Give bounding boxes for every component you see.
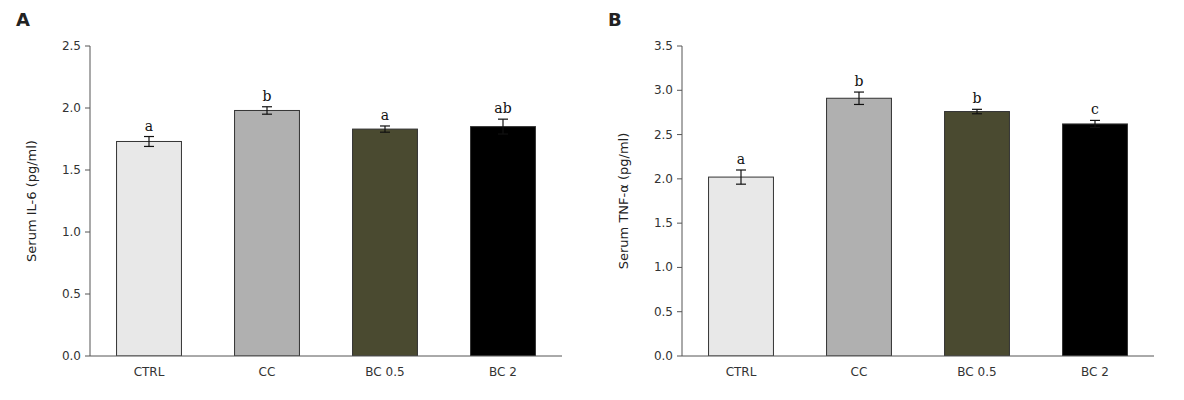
- y-tick: [85, 108, 90, 109]
- y-tick: [85, 170, 90, 171]
- error-bar: [144, 137, 154, 147]
- y-tick: [677, 267, 682, 268]
- y-axis-line: [90, 46, 91, 356]
- y-tick-label: 1.5: [654, 216, 673, 230]
- y-tick: [677, 223, 682, 224]
- x-tick-label: CTRL: [134, 365, 165, 379]
- error-bar: [972, 109, 982, 113]
- y-tick-label: 1.0: [62, 225, 81, 239]
- y-tick: [677, 46, 682, 47]
- bar: [1063, 124, 1128, 356]
- error-cap: [854, 91, 864, 92]
- x-axis-line: [90, 356, 562, 357]
- y-tick: [85, 46, 90, 47]
- error-line: [1094, 120, 1095, 127]
- error-cap: [380, 132, 390, 133]
- significance-label: a: [737, 151, 745, 167]
- panel: B 0.0 0.5 1.0 1.5 2.0 2.5 3.0 3.5 Serum TNF-α (pg…: [608, 9, 1154, 379]
- y-tick-label: 2.5: [654, 128, 673, 142]
- error-cap: [1090, 120, 1100, 121]
- error-cap: [380, 125, 390, 126]
- error-cap: [262, 106, 272, 107]
- bar: [709, 177, 774, 356]
- panel-label: A: [16, 9, 30, 30]
- bar: [117, 141, 182, 356]
- significance-label: a: [145, 118, 153, 134]
- error-bar: [854, 92, 864, 104]
- bar: [235, 110, 300, 356]
- y-tick-label: 0.5: [62, 287, 81, 301]
- y-tick-label: 2.5: [62, 39, 81, 53]
- x-axis-line: [682, 356, 1154, 357]
- bar: [353, 129, 418, 356]
- x-tick-label: CC: [259, 365, 276, 379]
- y-tick-label: 0.0: [62, 349, 81, 363]
- error-cap: [854, 104, 864, 105]
- error-cap: [972, 109, 982, 110]
- error-cap: [262, 114, 272, 115]
- error-line: [976, 109, 977, 113]
- y-tick: [85, 232, 90, 233]
- significance-label: c: [1091, 101, 1099, 117]
- x-tick-label: BC 2: [489, 365, 517, 379]
- error-line: [384, 126, 385, 132]
- y-tick-label: 2.0: [62, 101, 81, 115]
- y-tick: [677, 311, 682, 312]
- y-tick-label: 0.5: [654, 305, 673, 319]
- y-tick: [677, 356, 682, 357]
- error-bar: [262, 107, 272, 114]
- error-bar: [736, 170, 746, 184]
- error-cap: [144, 146, 154, 147]
- error-bar: [380, 126, 390, 132]
- significance-label: b: [263, 88, 272, 104]
- error-line: [858, 92, 859, 104]
- x-tick-label: CC: [851, 365, 868, 379]
- error-cap: [736, 184, 746, 185]
- error-line: [266, 107, 267, 114]
- chart-container: A0.00.51.01.52.02.5Serum IL-6 (pg/ml)aba…: [0, 0, 1184, 400]
- bar: [827, 98, 892, 356]
- error-line: [502, 119, 503, 134]
- error-cap: [1090, 127, 1100, 128]
- y-axis-line: [682, 46, 683, 356]
- x-tick-label: BC 0.5: [365, 365, 404, 379]
- error-bar: [1090, 120, 1100, 127]
- x-tick-label: BC 0.5: [957, 365, 996, 379]
- panel-label: B: [608, 9, 622, 30]
- y-tick-label: 3.5: [654, 39, 673, 53]
- panel: A0.00.51.01.52.02.5Serum IL-6 (pg/ml)aba…: [16, 9, 562, 379]
- y-tick-label: 2.0: [654, 172, 673, 186]
- x-tick-label: CTRL: [726, 365, 757, 379]
- significance-label: b: [973, 90, 982, 106]
- y-tick: [677, 134, 682, 135]
- y-tick: [677, 90, 682, 91]
- error-bar: [498, 119, 508, 134]
- bar: [471, 127, 536, 356]
- error-cap: [736, 169, 746, 170]
- error-cap: [498, 133, 508, 134]
- error-line: [740, 170, 741, 184]
- y-tick: [85, 294, 90, 295]
- significance-label: b: [855, 73, 864, 89]
- y-tick-label: 0.0: [654, 349, 673, 363]
- error-line: [148, 137, 149, 147]
- y-tick: [85, 356, 90, 357]
- bars: [117, 107, 536, 356]
- y-tick-label: 1.0: [654, 260, 673, 274]
- significance-label: a: [381, 107, 389, 123]
- y-axis-label: Serum TNF-α (pg/ml): [616, 133, 631, 269]
- error-cap: [972, 113, 982, 114]
- chart-svg: A0.00.51.01.52.02.5Serum IL-6 (pg/ml)aba…: [0, 0, 1184, 400]
- y-tick-label: 3.0: [654, 83, 673, 97]
- bars: [709, 92, 1128, 356]
- bar: [945, 112, 1010, 356]
- y-tick-label: 1.5: [62, 163, 81, 177]
- y-axis-label: Serum IL-6 (pg/ml): [24, 140, 39, 262]
- error-cap: [144, 136, 154, 137]
- x-tick-label: BC 2: [1081, 365, 1109, 379]
- significance-label: ab: [494, 100, 511, 116]
- y-tick: [677, 178, 682, 179]
- error-cap: [498, 119, 508, 120]
